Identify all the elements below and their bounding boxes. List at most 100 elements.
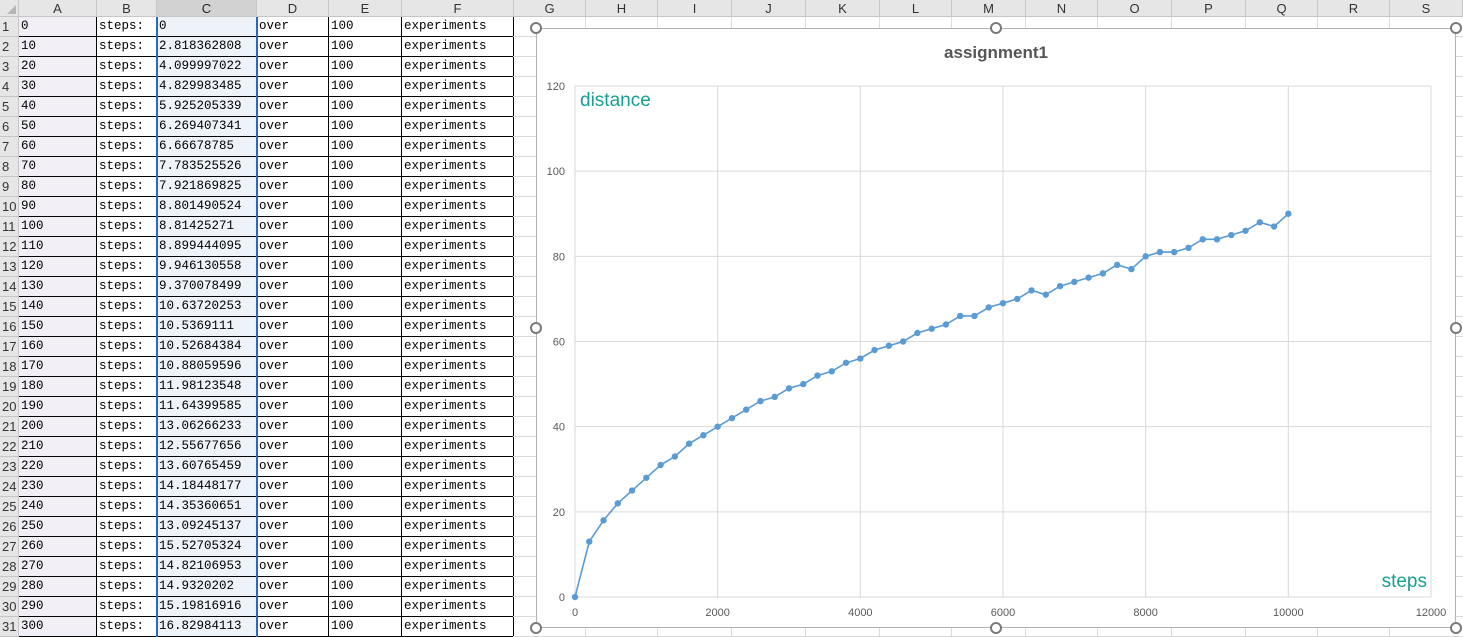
cell-e[interactable]: 100 bbox=[329, 437, 402, 457]
cell-c[interactable]: 10.5369111 bbox=[157, 317, 257, 337]
cell-d[interactable]: over bbox=[257, 357, 329, 377]
resize-handle-top-left[interactable] bbox=[530, 22, 542, 34]
cell-e[interactable]: 100 bbox=[329, 57, 402, 77]
column-header-k[interactable]: K bbox=[806, 0, 880, 17]
cell-b[interactable]: steps: bbox=[97, 537, 157, 557]
column-header-a[interactable]: A bbox=[19, 0, 97, 17]
cell-c[interactable]: 10.63720253 bbox=[157, 297, 257, 317]
cell-f[interactable]: experiments bbox=[402, 517, 514, 537]
cell-d[interactable]: over bbox=[257, 77, 329, 97]
cell-d[interactable]: over bbox=[257, 277, 329, 297]
cell-e[interactable]: 100 bbox=[329, 177, 402, 197]
row-header[interactable]: 1 bbox=[0, 17, 19, 37]
row-header[interactable]: 30 bbox=[0, 597, 19, 617]
row-header[interactable]: 2 bbox=[0, 37, 19, 57]
resize-handle-bottom-right[interactable] bbox=[1450, 622, 1462, 634]
column-header-d[interactable]: D bbox=[257, 0, 329, 17]
cell-f[interactable]: experiments bbox=[402, 37, 514, 57]
row-header[interactable]: 24 bbox=[0, 477, 19, 497]
cell-b[interactable]: steps: bbox=[97, 257, 157, 277]
cell-b[interactable]: steps: bbox=[97, 77, 157, 97]
cell-b[interactable]: steps: bbox=[97, 57, 157, 77]
resize-handle-middle-right[interactable] bbox=[1450, 322, 1462, 334]
cell-f[interactable]: experiments bbox=[402, 437, 514, 457]
cell-f[interactable]: experiments bbox=[402, 397, 514, 417]
row-header[interactable]: 27 bbox=[0, 537, 19, 557]
cell-a[interactable]: 170 bbox=[19, 357, 97, 377]
cell-b[interactable]: steps: bbox=[97, 117, 157, 137]
cell-a[interactable]: 220 bbox=[19, 457, 97, 477]
cell-b[interactable]: steps: bbox=[97, 137, 157, 157]
cell-e[interactable]: 100 bbox=[329, 197, 402, 217]
row-header[interactable]: 4 bbox=[0, 77, 19, 97]
cell-f[interactable]: experiments bbox=[402, 177, 514, 197]
cell-a[interactable]: 240 bbox=[19, 497, 97, 517]
cell-f[interactable]: experiments bbox=[402, 317, 514, 337]
cell-a[interactable]: 140 bbox=[19, 297, 97, 317]
cell-d[interactable]: over bbox=[257, 217, 329, 237]
cell-e[interactable]: 100 bbox=[329, 77, 402, 97]
cell-d[interactable]: over bbox=[257, 377, 329, 397]
resize-handle-middle-left[interactable] bbox=[530, 322, 542, 334]
cell-c[interactable]: 10.88059596 bbox=[157, 357, 257, 377]
cell-d[interactable]: over bbox=[257, 617, 329, 637]
cell-b[interactable]: steps: bbox=[97, 297, 157, 317]
cell-e[interactable]: 100 bbox=[329, 337, 402, 357]
cell-b[interactable]: steps: bbox=[97, 37, 157, 57]
cell-f[interactable]: experiments bbox=[402, 617, 514, 637]
row-header[interactable]: 8 bbox=[0, 157, 19, 177]
cell-f[interactable]: experiments bbox=[402, 77, 514, 97]
cell-f[interactable]: experiments bbox=[402, 557, 514, 577]
cell-d[interactable]: over bbox=[257, 437, 329, 457]
cell-f[interactable]: experiments bbox=[402, 477, 514, 497]
cell-a[interactable]: 270 bbox=[19, 557, 97, 577]
cell-c[interactable]: 9.370078499 bbox=[157, 277, 257, 297]
row-header[interactable]: 15 bbox=[0, 297, 19, 317]
cell-e[interactable]: 100 bbox=[329, 397, 402, 417]
cell-b[interactable]: steps: bbox=[97, 17, 157, 37]
cell-e[interactable]: 100 bbox=[329, 277, 402, 297]
row-header[interactable]: 12 bbox=[0, 237, 19, 257]
cell-f[interactable]: experiments bbox=[402, 417, 514, 437]
cell-e[interactable]: 100 bbox=[329, 37, 402, 57]
cell-d[interactable]: over bbox=[257, 477, 329, 497]
cell-d[interactable]: over bbox=[257, 197, 329, 217]
row-header[interactable]: 7 bbox=[0, 137, 19, 157]
cell-a[interactable]: 260 bbox=[19, 537, 97, 557]
cell-a[interactable]: 160 bbox=[19, 337, 97, 357]
column-header-h[interactable]: H bbox=[586, 0, 658, 17]
cell-b[interactable]: steps: bbox=[97, 597, 157, 617]
cell-d[interactable]: over bbox=[257, 57, 329, 77]
cell-a[interactable]: 180 bbox=[19, 377, 97, 397]
cell-d[interactable]: over bbox=[257, 317, 329, 337]
cell-c[interactable]: 0 bbox=[157, 17, 257, 37]
cell-f[interactable]: experiments bbox=[402, 337, 514, 357]
cell-a[interactable]: 70 bbox=[19, 157, 97, 177]
cell-a[interactable]: 150 bbox=[19, 317, 97, 337]
cell-f[interactable]: experiments bbox=[402, 277, 514, 297]
cell-c[interactable]: 6.66678785 bbox=[157, 137, 257, 157]
cell-a[interactable]: 30 bbox=[19, 77, 97, 97]
cell-c[interactable]: 13.06266233 bbox=[157, 417, 257, 437]
cell-c[interactable]: 6.269407341 bbox=[157, 117, 257, 137]
cell-d[interactable]: over bbox=[257, 177, 329, 197]
cell-d[interactable]: over bbox=[257, 397, 329, 417]
row-header[interactable]: 29 bbox=[0, 577, 19, 597]
row-header[interactable]: 26 bbox=[0, 517, 19, 537]
cell-f[interactable]: experiments bbox=[402, 597, 514, 617]
cell-a[interactable]: 0 bbox=[19, 17, 97, 37]
cell-f[interactable]: experiments bbox=[402, 57, 514, 77]
cell-b[interactable]: steps: bbox=[97, 357, 157, 377]
cell-d[interactable]: over bbox=[257, 297, 329, 317]
cell-f[interactable]: experiments bbox=[402, 157, 514, 177]
column-header-s[interactable]: S bbox=[1390, 0, 1463, 17]
cell-a[interactable]: 130 bbox=[19, 277, 97, 297]
cell-d[interactable]: over bbox=[257, 337, 329, 357]
column-header-l[interactable]: L bbox=[880, 0, 952, 17]
cell-e[interactable]: 100 bbox=[329, 237, 402, 257]
cell-c[interactable]: 15.19816916 bbox=[157, 597, 257, 617]
cell-b[interactable]: steps: bbox=[97, 337, 157, 357]
column-header-q[interactable]: Q bbox=[1246, 0, 1318, 17]
cell-c[interactable]: 15.52705324 bbox=[157, 537, 257, 557]
cell-f[interactable]: experiments bbox=[402, 97, 514, 117]
